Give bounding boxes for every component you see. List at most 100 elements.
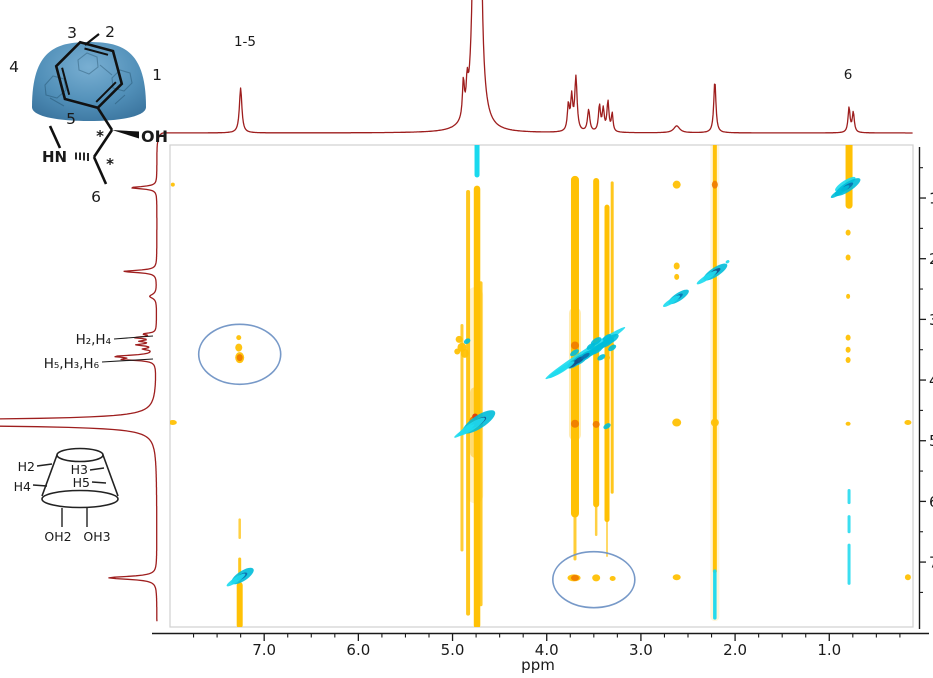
guest-structure: 3 2 4 1 5 6 OH HN * * bbox=[9, 23, 168, 206]
cross-peak-dot bbox=[592, 420, 600, 428]
cross-peak-dot bbox=[672, 418, 682, 427]
cross-peak-dot bbox=[170, 420, 177, 426]
diagonal-peak-spot bbox=[603, 423, 611, 430]
circled-annotations bbox=[197, 323, 636, 609]
cross-peak-dot bbox=[236, 335, 242, 341]
diagonal-peak-spot bbox=[602, 334, 612, 342]
hydroxyl-label: OH bbox=[141, 127, 168, 146]
stereocenter-1: * bbox=[96, 127, 104, 145]
y-axis: 1 2 3 4 5 6 7 bbox=[918, 147, 933, 629]
tick-h3 bbox=[89, 467, 105, 471]
tick-h5 bbox=[91, 481, 107, 484]
diagonal-peak-spot bbox=[463, 338, 471, 345]
ring-label-3: 3 bbox=[67, 24, 77, 42]
diagonal-peak-spot bbox=[696, 270, 717, 285]
side-chain-bonds bbox=[48, 107, 114, 185]
x-axis-title: ppm bbox=[521, 656, 555, 674]
pointer-line-h2h4 bbox=[113, 335, 154, 340]
diagonal-peak-spot bbox=[548, 367, 564, 379]
cup-label-h4: H4 bbox=[14, 479, 31, 494]
cup-label-h2: H2 bbox=[18, 459, 35, 474]
x-tick-label: 3.0 bbox=[629, 641, 653, 659]
correlation-map bbox=[170, 145, 912, 627]
cross-peak-dot bbox=[236, 354, 243, 362]
cross-peak-dot bbox=[674, 273, 680, 280]
cross-peak-dot bbox=[455, 335, 463, 343]
cross-peak-dot bbox=[672, 180, 681, 189]
diagonal-peak-spot bbox=[586, 342, 596, 350]
ring-label-4: 4 bbox=[9, 58, 19, 76]
diagonal-peak-spot bbox=[454, 424, 475, 438]
cup-label-h3: H3 bbox=[71, 462, 88, 477]
x-tick-label: 6.0 bbox=[346, 641, 370, 659]
diagonal-peak-spot bbox=[581, 352, 590, 360]
label-cd-h5-h3-h6: H₅,H₃,H₆ bbox=[44, 356, 99, 372]
x-tick-label: 7.0 bbox=[252, 641, 276, 659]
y-tick-label: 7 bbox=[929, 554, 933, 572]
cross-peak-dot bbox=[170, 182, 175, 187]
top-trace-path bbox=[156, 0, 913, 153]
left-1d-proton-trace bbox=[0, 151, 158, 622]
stereocenter-2: * bbox=[106, 155, 114, 173]
y-tick-label: 6 bbox=[929, 493, 933, 511]
pointer-line-h5h3h6 bbox=[101, 358, 154, 363]
cross-peak-dot bbox=[460, 348, 469, 358]
tick-h2 bbox=[36, 463, 53, 467]
cross-peak-dot bbox=[673, 262, 680, 270]
y-tick-label: 2 bbox=[929, 250, 933, 268]
ring-label-1: 1 bbox=[152, 66, 162, 84]
cross-peak-dot bbox=[570, 341, 579, 350]
cross-peak-dot bbox=[845, 357, 851, 364]
diagonal-peak-spot bbox=[830, 185, 850, 199]
cup-side-right bbox=[102, 454, 119, 497]
cross-peak-dot bbox=[570, 574, 579, 581]
cup-label-oh3: OH3 bbox=[83, 529, 110, 544]
plot-frame bbox=[169, 144, 914, 628]
cross-peak-dot bbox=[904, 574, 911, 581]
diagonal-peak-spot bbox=[608, 344, 617, 352]
y-tick-label: 3 bbox=[929, 311, 933, 329]
cross-peak-dot bbox=[604, 354, 611, 361]
cross-peak-dot bbox=[845, 334, 851, 341]
cross-peak-dot bbox=[845, 421, 851, 426]
cross-peak-dot bbox=[454, 348, 461, 355]
highlight-ellipse bbox=[197, 323, 282, 386]
diagonal-peak-spot bbox=[570, 349, 579, 357]
cup-label-h5: H5 bbox=[73, 475, 90, 490]
x-tick-label: 4.0 bbox=[535, 641, 559, 659]
amine-label: HN bbox=[42, 148, 67, 166]
cross-peak-dot bbox=[570, 419, 579, 428]
x-tick-label: 2.0 bbox=[723, 641, 747, 659]
cross-peak-dot bbox=[711, 180, 718, 189]
diagonal-peak-spot bbox=[597, 354, 606, 361]
cup-bottom-rim bbox=[41, 489, 119, 509]
diagonal-peak-spot bbox=[226, 573, 246, 587]
chain-label-6: 6 bbox=[91, 188, 101, 206]
cross-peak-dot bbox=[672, 574, 681, 581]
x-tick-label: 1.0 bbox=[817, 641, 841, 659]
label-aromatic-protons: 1-5 bbox=[234, 34, 256, 50]
cd-stick-pattern bbox=[44, 52, 133, 107]
y-tick-label: 1 bbox=[929, 190, 933, 208]
left-trace-path bbox=[0, 151, 158, 622]
highlight-ellipse bbox=[552, 550, 636, 609]
hashed-bond-n bbox=[75, 152, 89, 161]
top-1d-proton-trace bbox=[156, 0, 913, 153]
cross-peak-dot bbox=[592, 574, 601, 582]
diagonal-peak-spot bbox=[663, 295, 681, 308]
cross-peak-dot bbox=[235, 343, 243, 352]
cup-top-rim bbox=[56, 447, 104, 463]
ring-label-5: 5 bbox=[66, 110, 76, 128]
wedge-bond-oh bbox=[112, 130, 139, 139]
y-tick-label: 4 bbox=[929, 372, 933, 390]
label-cd-h2-h4: H₂,H₄ bbox=[76, 332, 111, 348]
diagonal-peak-spot bbox=[725, 260, 730, 264]
cross-peak-dot bbox=[710, 418, 719, 427]
cross-peak-dot bbox=[609, 575, 616, 581]
cup-label-oh2: OH2 bbox=[44, 529, 71, 544]
cross-peak-dot bbox=[904, 420, 912, 426]
tick-h4 bbox=[32, 484, 48, 487]
cross-peak-dot bbox=[845, 346, 851, 353]
